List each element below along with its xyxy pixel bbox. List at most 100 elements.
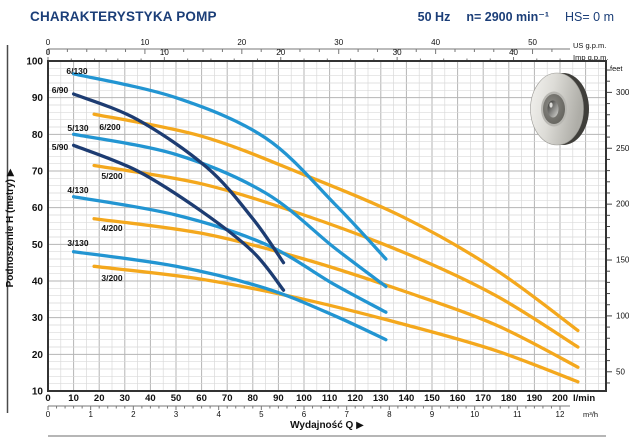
pump-curve-3-130 — [71, 250, 388, 342]
lmin-tick-label: 80 — [248, 393, 259, 404]
feet-tick-label: 100 — [616, 311, 630, 320]
imp-gpm-axis: 0 10 20 30 40 Imp g.p.m. — [46, 48, 609, 62]
us-gpm-tick-label: 30 — [334, 38, 343, 47]
m3h-tick-label: 11 — [513, 410, 522, 419]
h-axis-labels: 10 20 30 40 50 60 70 80 90 100 — [26, 57, 43, 398]
rotation-speed-value: n= 2900 min⁻¹ — [466, 10, 550, 24]
us-gpm-tick-label: 50 — [528, 38, 537, 47]
plot-frame — [47, 60, 607, 392]
feet-axis: 50 100 150 200 250 300 feet — [607, 64, 630, 384]
m3h-unit-label: m³/h — [583, 410, 598, 419]
feet-tick-label: 300 — [616, 88, 630, 97]
curve-labels: 6/130 6/90 5/130 6/200 5/90 5/200 4/130 4/200 3/… — [52, 66, 123, 283]
m3h-tick-label: 12 — [556, 410, 565, 419]
pump-curve-4-200 — [92, 217, 580, 369]
imp-gpm-tick-label: 30 — [393, 48, 402, 57]
frequency-value: 50 Hz — [417, 10, 451, 24]
imp-gpm-tick-label: 0 — [46, 48, 51, 57]
feet-unit-label: feet — [610, 64, 623, 73]
pump-curve-6-130 — [71, 72, 388, 261]
m3h-tick-label: 4 — [216, 410, 221, 419]
m3h-tick-label: 5 — [259, 410, 264, 419]
feet-tick-label: 50 — [616, 367, 625, 376]
lmin-tick-label: 130 — [373, 393, 389, 404]
us-gpm-tick-label: 20 — [237, 38, 246, 47]
pump-curve-5-200 — [92, 163, 580, 349]
lmin-tick-label: 140 — [398, 393, 414, 404]
grid — [48, 61, 606, 391]
lmin-tick-label: 20 — [94, 393, 105, 404]
lmin-tick-label: 70 — [222, 393, 233, 404]
pump-curve-4-130 — [71, 195, 388, 314]
h-tick-label: 50 — [32, 240, 44, 251]
pump-curve-6-90 — [71, 92, 286, 265]
lmin-axis-labels: 0 10 20 30 40 50 60 70 80 90 100 110 120 130 140 150 160… — [45, 393, 595, 404]
curve-label-6-200: 6/200 — [99, 122, 121, 132]
suction-head-value: HS= 0 m — [565, 10, 614, 24]
pump-curve-5-130 — [71, 132, 388, 289]
h-tick-label: 10 — [32, 387, 44, 398]
lmin-tick-label: 200 — [552, 393, 568, 404]
m3h-tick-label: 6 — [302, 410, 307, 419]
curve-label-4-200: 4/200 — [101, 223, 123, 233]
lmin-tick-label: 110 — [322, 393, 337, 404]
lmin-tick-label: 30 — [120, 393, 131, 404]
pump-curve-3-200 — [92, 264, 580, 384]
us-gpm-unit-label: US g.p.m. — [573, 41, 606, 50]
lmin-tick-label: 90 — [273, 393, 284, 404]
y-axis-title: Podnoszenie H (metry) ▶ — [5, 168, 16, 287]
lmin-tick-label: 180 — [501, 393, 517, 404]
m3h-tick-label: 0 — [46, 410, 51, 419]
m3h-tick-label: 8 — [387, 410, 392, 419]
page-title: CHARAKTERYSTYKA POMP — [30, 9, 217, 24]
us-gpm-tick-label: 40 — [431, 38, 440, 47]
curve-label-6-90: 6/90 — [52, 85, 69, 95]
h-tick-label: 70 — [32, 167, 44, 178]
lmin-tick-label: 50 — [171, 393, 182, 404]
curve-label-5-90: 5/90 — [52, 142, 69, 152]
curve-label-4-130: 4/130 — [67, 185, 89, 195]
impeller-image — [530, 72, 589, 146]
lmin-tick-label: 40 — [145, 393, 156, 404]
curve-label-5-130: 5/130 — [67, 123, 89, 133]
h-tick-label: 40 — [32, 277, 44, 288]
h-tick-label: 30 — [32, 313, 44, 324]
x-axis-title: Wydajność Q ▶ — [290, 420, 364, 431]
lmin-tick-label: 170 — [475, 393, 491, 404]
m3h-tick-label: 10 — [470, 410, 479, 419]
lmin-tick-label: 60 — [196, 393, 207, 404]
impeller-bore — [547, 100, 559, 118]
h-tick-label: 20 — [32, 350, 44, 361]
feet-tick-label: 150 — [616, 256, 630, 265]
pump-curves — [71, 72, 580, 384]
curve-label-5-200: 5/200 — [101, 171, 123, 181]
us-gpm-tick-label: 10 — [140, 38, 149, 47]
h-tick-label: 100 — [26, 57, 43, 68]
curve-label-3-200: 3/200 — [101, 273, 123, 283]
curve-label-3-130: 3/130 — [67, 238, 89, 248]
imp-gpm-tick-label: 10 — [160, 48, 169, 57]
pump-curve-5-90 — [71, 143, 286, 292]
impeller-highlight — [549, 102, 553, 108]
lmin-tick-label: 0 — [45, 393, 50, 404]
imp-gpm-tick-label: 20 — [276, 48, 285, 57]
us-gpm-axis: 0 10 20 30 40 50 US g.p.m. — [46, 38, 606, 54]
h-tick-label: 80 — [32, 130, 44, 141]
lmin-tick-label: 100 — [296, 393, 312, 404]
m3h-tick-label: 2 — [131, 410, 136, 419]
pump-curve-6-200 — [92, 112, 580, 333]
h-tick-label: 60 — [32, 203, 44, 214]
lmin-unit-label: l/min — [573, 393, 595, 404]
imp-gpm-tick-label: 40 — [509, 48, 518, 57]
m3h-axis: 0 1 2 3 4 5 6 7 8 9 10 11 12 m³/h — [46, 405, 598, 419]
m3h-tick-label: 7 — [344, 410, 349, 419]
m3h-tick-label: 3 — [174, 410, 179, 419]
h-tick-label: 90 — [32, 93, 44, 104]
lmin-tick-label: 190 — [526, 393, 542, 404]
lmin-tick-label: 10 — [68, 393, 79, 404]
curve-label-6-130: 6/130 — [66, 66, 88, 76]
lmin-tick-label: 150 — [424, 393, 440, 404]
lmin-tick-label: 120 — [347, 393, 363, 404]
